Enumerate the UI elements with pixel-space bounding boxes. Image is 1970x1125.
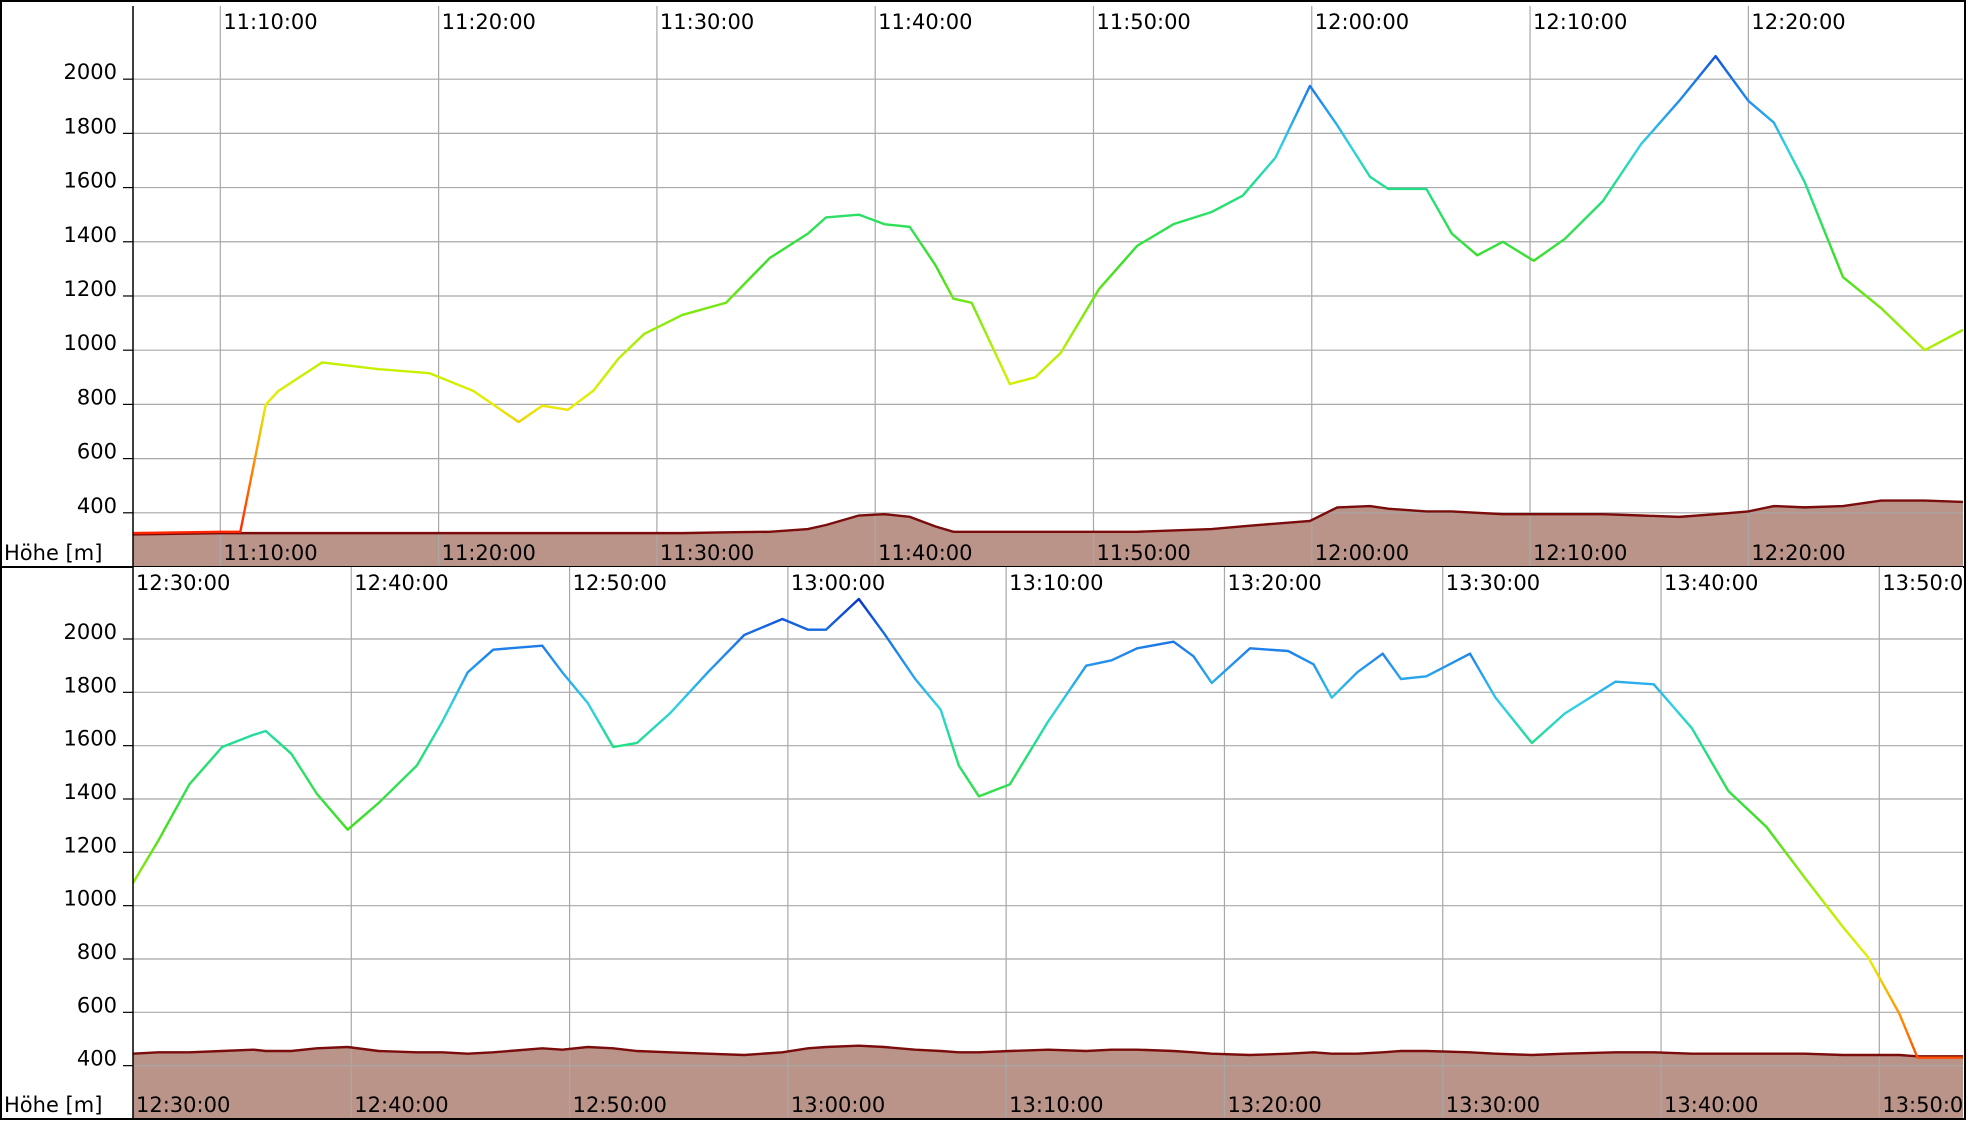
y-tick-label: 1400: [64, 780, 117, 804]
x-tick-label: 11:30:00: [660, 10, 754, 34]
y-tick-label: 1600: [64, 727, 117, 751]
x-tick-label: 11:40:00: [878, 10, 972, 34]
y-tick-label: 800: [77, 385, 117, 409]
altitude-line: [133, 54, 1963, 535]
x-tick-label: 11:10:00: [223, 10, 317, 34]
plot-content: 11:10:00 11:10:00 11:20:00 11:20:00 11:30:00…: [133, 6, 1963, 567]
x-tick-label: 12:50:00: [573, 1093, 667, 1117]
y-tick-label: 1800: [64, 673, 117, 697]
y-tick-label: 2000: [64, 60, 117, 84]
ground-line: [133, 499, 1963, 536]
x-tick-label: 11:40:00: [878, 541, 972, 565]
x-tick-label: 13:30:00: [1446, 571, 1540, 595]
y-tick-label: 1800: [64, 114, 117, 138]
x-tick-label: 13:00:00: [791, 1093, 885, 1117]
y-tick-label: 600: [77, 440, 117, 464]
y-tick-label: 1200: [64, 277, 117, 301]
x-tick-label: 12:30:00: [136, 1093, 230, 1117]
x-tick-label: 12:00:00: [1315, 541, 1409, 565]
x-tick-label: 13:40:00: [1664, 1093, 1758, 1117]
x-tick-label: 12:50:00: [573, 571, 667, 595]
y-tick-label: 600: [77, 993, 117, 1017]
y-tick-label: 1600: [64, 169, 117, 193]
x-tick-label: 12:40:00: [354, 1093, 448, 1117]
ground-area: [133, 1045, 1963, 1119]
y-tick-label: 1000: [64, 887, 117, 911]
y-axis-label: Höhe [m]: [4, 1093, 102, 1117]
x-tick-label: 12:40:00: [354, 571, 448, 595]
x-tick-label: 11:20:00: [442, 10, 536, 34]
x-tick-label: 13:30:00: [1446, 1093, 1540, 1117]
y-tick-label: 1000: [64, 331, 117, 355]
altitude-line: [133, 597, 1963, 1059]
plot-content: 12:30:00 12:30:00 12:40:00 12:40:00 12:50:00…: [133, 567, 1970, 1119]
x-tick-label: 13:10:00: [1009, 1093, 1103, 1117]
panel: 11:10:00 11:10:00 11:20:00 11:20:00 11:30:00…: [0, 6, 1966, 568]
x-tick-label: 12:10:00: [1533, 541, 1627, 565]
x-tick-label: 11:10:00: [223, 541, 317, 565]
x-tick-label: 13:40:00: [1664, 571, 1758, 595]
y-tick-label: 400: [77, 494, 117, 518]
x-tick-label: 11:50:00: [1096, 10, 1190, 34]
x-tick-label: 12:10:00: [1533, 10, 1627, 34]
x-tick-label: 12:00:00: [1315, 10, 1409, 34]
x-tick-label: 11:50:00: [1096, 541, 1190, 565]
x-tick-label: 13:20:00: [1227, 1093, 1321, 1117]
x-tick-label: 12:20:00: [1751, 541, 1845, 565]
y-tick-label: 1400: [64, 223, 117, 247]
ground-line: [133, 1044, 1963, 1058]
ground-area: [133, 500, 1963, 567]
plot-area: [133, 567, 1963, 1119]
plot-area: [133, 6, 1963, 567]
x-tick-label: 11:30:00: [660, 541, 754, 565]
x-tick-label: 11:20:00: [442, 541, 536, 565]
y-tick-label: 800: [77, 940, 117, 964]
y-tick-label: 2000: [64, 620, 117, 644]
x-tick-label: 13:20:00: [1227, 571, 1321, 595]
x-tick-label: 12:30:00: [136, 571, 230, 595]
x-tick-label: 13:00:00: [791, 571, 885, 595]
x-tick-label: 13:50:00: [1882, 1093, 1970, 1117]
y-axis-label: Höhe [m]: [4, 541, 102, 565]
x-tick-label: 13:10:00: [1009, 571, 1103, 595]
x-tick-label: 13:50:00: [1882, 571, 1970, 595]
y-tick-label: 1200: [64, 833, 117, 857]
x-tick-label: 12:20:00: [1751, 10, 1845, 34]
y-tick-label: 400: [77, 1047, 117, 1071]
panel: 12:30:00 12:30:00 12:40:00 12:40:00 12:50:00…: [0, 567, 1970, 1120]
